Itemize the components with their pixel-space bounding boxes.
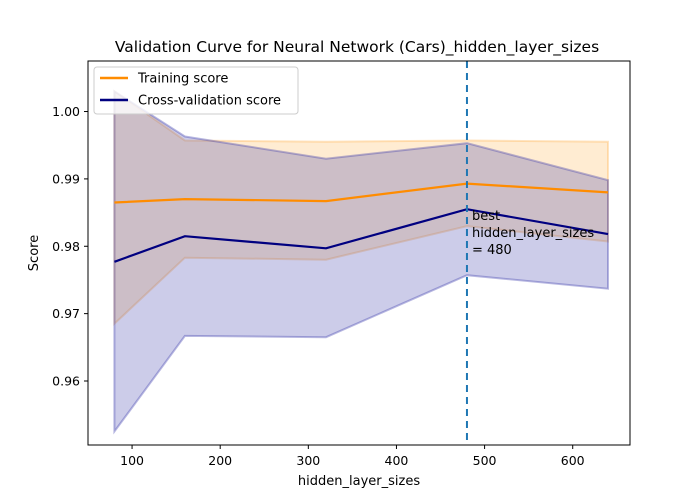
series-lines — [114, 182, 609, 263]
chart-title: Validation Curve for Neural Network (Car… — [115, 38, 599, 57]
band-cross-validation — [113, 89, 609, 435]
legend-label-cross-validation: Cross-validation score — [138, 94, 281, 109]
legend-box — [93, 66, 299, 115]
x-tick-label: 200 — [208, 453, 232, 468]
x-tick-label: 300 — [296, 453, 320, 468]
plot-frame — [87, 60, 631, 446]
best-annotation-line-3: = 480 — [472, 243, 512, 258]
y-tick-label: 0.97 — [52, 306, 80, 321]
x-tick-label: 100 — [120, 453, 144, 468]
y-axis-ticks: 0.96 0.97 0.98 0.99 1.00 — [52, 104, 88, 389]
y-axis-label: Score — [27, 235, 42, 271]
band-training — [113, 89, 609, 327]
legend-label-training: Training score — [137, 72, 228, 87]
y-tick-label: 0.96 — [52, 374, 80, 389]
line-cross-validation — [114, 208, 609, 263]
best-annotation-line-2: hidden_layer_sizes — [472, 226, 594, 241]
x-axis-label: hidden_layer_sizes — [298, 474, 420, 489]
y-tick-label: 0.99 — [52, 171, 80, 186]
line-training — [114, 182, 609, 204]
y-tick-label: 0.98 — [52, 239, 80, 254]
legend: Training score Cross-validation score — [93, 66, 299, 115]
x-axis-ticks: 100 200 300 400 500 600 — [120, 445, 585, 468]
confidence-bands — [113, 89, 609, 435]
y-tick-label: 1.00 — [52, 104, 80, 119]
x-tick-label: 500 — [473, 453, 497, 468]
best-value-annotation: best hidden_layer_sizes = 480 — [472, 209, 594, 258]
x-tick-label: 400 — [385, 453, 409, 468]
x-tick-label: 600 — [561, 453, 585, 468]
best-annotation-line-1: best — [472, 209, 500, 224]
